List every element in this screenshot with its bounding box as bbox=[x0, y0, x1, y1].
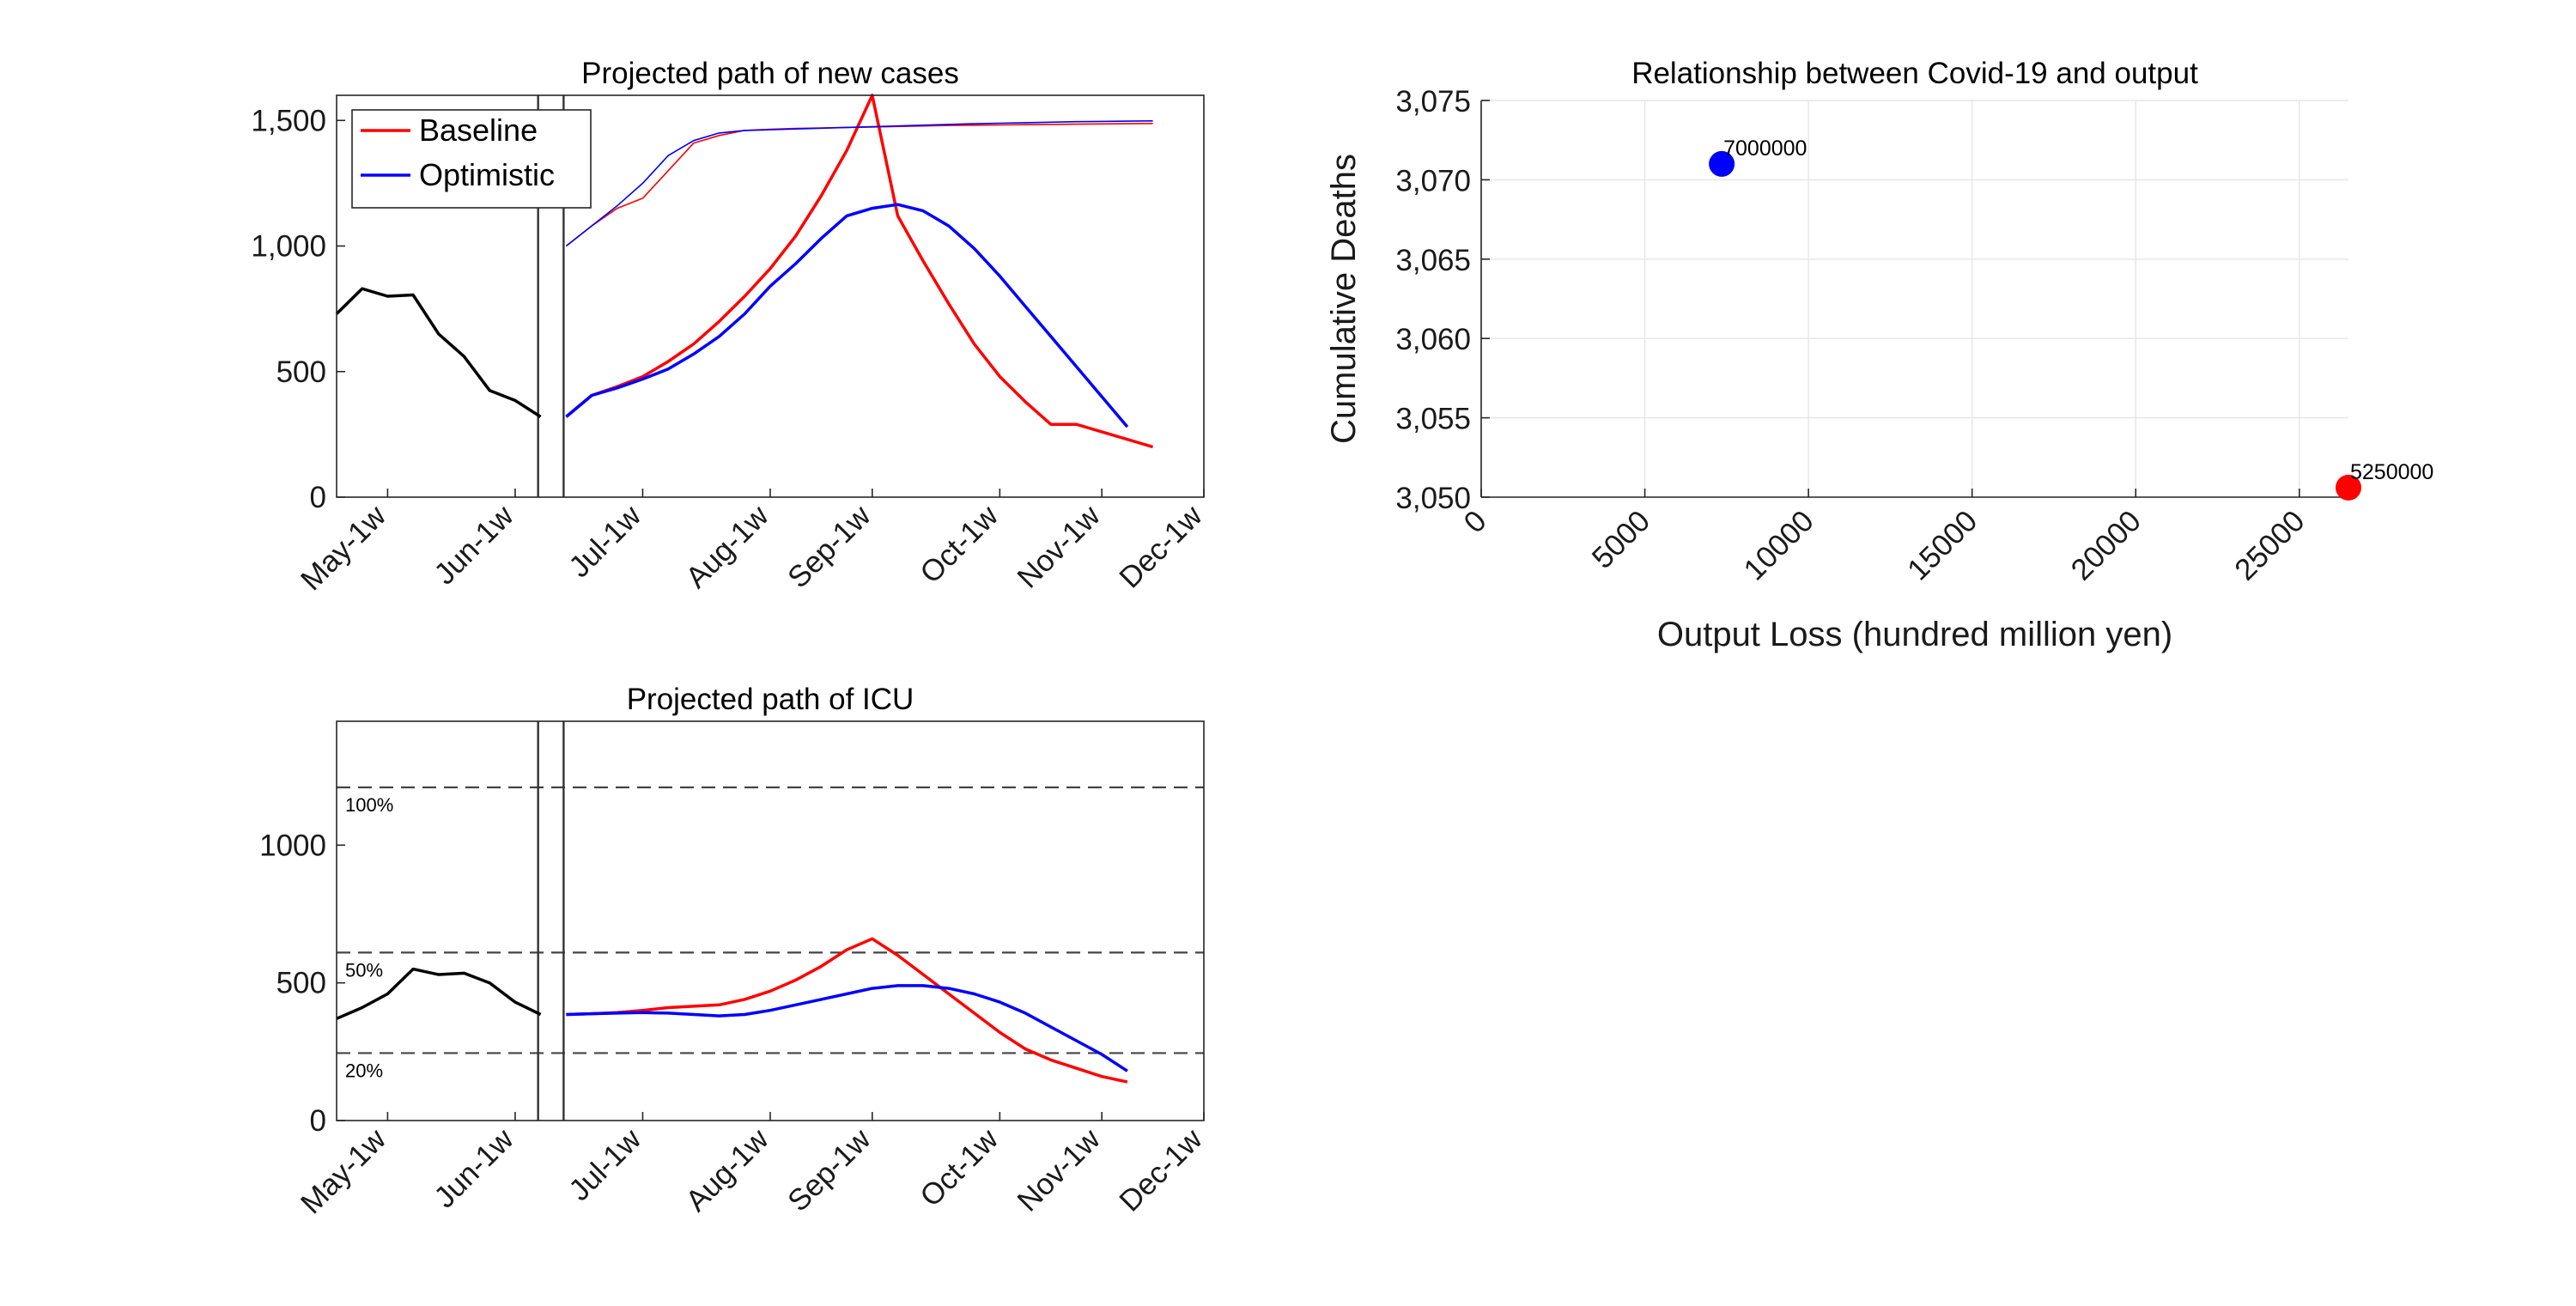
y-tick-label: 3,070 bbox=[1395, 164, 1471, 197]
legend-box bbox=[351, 109, 592, 209]
series-line-baseline-cumulative bbox=[565, 123, 1153, 247]
chart-title: Relationship between Covid-19 and output bbox=[1631, 57, 2198, 90]
y-tick-label: 3,075 bbox=[1395, 85, 1471, 118]
x-tick-label: Dec-1w bbox=[1113, 1122, 1209, 1218]
y-tick-label: 0 bbox=[310, 481, 326, 514]
x-tick-label: Oct-1w bbox=[914, 1122, 1005, 1213]
x-tick-label: 0 bbox=[1457, 504, 1492, 539]
y-tick-label: 3,055 bbox=[1395, 403, 1471, 436]
point-label: 7000000 bbox=[1723, 137, 1807, 161]
x-tick-label: 10000 bbox=[1737, 504, 1820, 586]
x-tick-label: 20000 bbox=[2065, 504, 2148, 586]
x-tick-label: Sep-1w bbox=[781, 499, 878, 595]
x-tick-label: Dec-1w bbox=[1113, 499, 1209, 595]
x-tick-label: Jun-1w bbox=[428, 499, 520, 592]
y-tick-label: 3,065 bbox=[1395, 244, 1471, 277]
threshold-label: 100% bbox=[345, 794, 393, 816]
series-line-optimistic bbox=[566, 984, 1128, 1072]
y-tick-label: 1,500 bbox=[251, 104, 326, 137]
x-tick-label: Sep-1w bbox=[781, 1122, 878, 1218]
threshold-label: 50% bbox=[345, 959, 383, 981]
series-line-observed bbox=[336, 967, 542, 1020]
series-line-baseline bbox=[566, 937, 1128, 1084]
x-axis-label: Output Loss (hundred million yen) bbox=[1657, 616, 2172, 653]
legend-entry: Optimistic bbox=[419, 157, 555, 192]
series-line-baseline bbox=[565, 94, 1154, 449]
series-line-optimistic-cumulative bbox=[565, 120, 1153, 247]
y-tick-label: 1,000 bbox=[251, 230, 326, 264]
y-tick-label: 500 bbox=[276, 967, 326, 1000]
x-tick-label: 15000 bbox=[1901, 504, 1984, 586]
x-tick-label: Jun-1w bbox=[428, 1122, 520, 1215]
y-tick-label: 3,060 bbox=[1395, 323, 1471, 356]
x-tick-label: 25000 bbox=[2228, 504, 2311, 586]
scatter-point bbox=[1709, 150, 1735, 177]
x-tick-label: Aug-1w bbox=[679, 1122, 775, 1218]
y-tick-label: 1000 bbox=[259, 829, 326, 862]
y-axis-label: Cumulative Deaths bbox=[1325, 154, 1363, 444]
line-panel-1: Projected path of new cases 0 500 1,000 1,50… bbox=[251, 57, 1209, 597]
y-tick-label: 3,050 bbox=[1395, 482, 1471, 515]
x-tick-label: 5000 bbox=[1586, 504, 1657, 575]
chart-title: Projected path of new cases bbox=[581, 57, 959, 90]
y-tick-label: 0 bbox=[310, 1104, 326, 1138]
scatter-point bbox=[2336, 474, 2361, 501]
x-tick-label: Nov-1w bbox=[1011, 1122, 1107, 1218]
series-line-optimistic bbox=[565, 203, 1129, 428]
threshold-label: 20% bbox=[345, 1060, 383, 1081]
series-line-observed bbox=[335, 287, 542, 418]
legend-entry: Baseline bbox=[419, 112, 538, 148]
line-panel-2: Projected path of ICU100%50%20%05001000M… bbox=[259, 683, 1209, 1220]
scatter-panel: Relationship between Covid-19 and output… bbox=[1325, 57, 2433, 653]
chart-title: Projected path of ICU bbox=[627, 683, 914, 716]
point-label: 5250000 bbox=[2350, 460, 2433, 484]
x-tick-label: Aug-1w bbox=[679, 499, 775, 595]
x-tick-label: Nov-1w bbox=[1011, 499, 1107, 595]
legend: Baseline Optimistic bbox=[351, 109, 592, 209]
axes-box bbox=[336, 720, 1205, 1121]
y-tick-label: 500 bbox=[276, 355, 326, 389]
x-tick-label: Jul-1w bbox=[562, 1122, 648, 1208]
x-tick-label: Oct-1w bbox=[914, 499, 1005, 590]
x-tick-label: Jul-1w bbox=[562, 499, 648, 585]
